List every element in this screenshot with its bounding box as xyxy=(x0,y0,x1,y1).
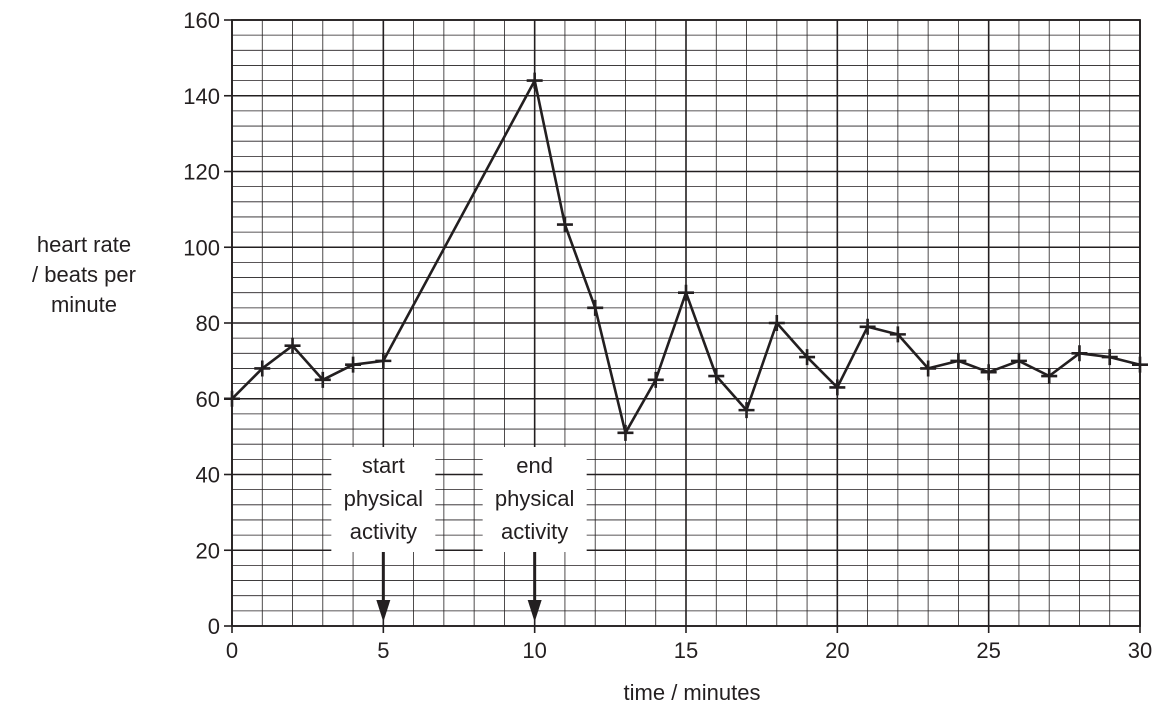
y-tick-label: 40 xyxy=(196,463,220,488)
data-point xyxy=(708,368,725,385)
x-tick-label: 10 xyxy=(522,638,546,663)
y-axis-label: heart rate / beats per minute xyxy=(0,230,168,320)
data-point xyxy=(980,364,997,381)
y-axis-label-line-2: / beats per xyxy=(32,262,136,287)
annotation-text: physical xyxy=(344,486,423,511)
data-point xyxy=(1071,345,1088,362)
data-point xyxy=(859,318,876,335)
data-point xyxy=(224,390,240,407)
data-point xyxy=(799,349,816,366)
data-point xyxy=(1041,368,1058,385)
y-tick-label: 60 xyxy=(196,387,220,412)
annotations: start physical activity end physical activity xyxy=(331,447,587,622)
y-tick-label: 120 xyxy=(183,160,220,185)
x-tick-label: 25 xyxy=(976,638,1000,663)
data-point xyxy=(1101,349,1118,366)
y-axis-label-line-3: minute xyxy=(50,292,118,317)
data-series xyxy=(224,72,1148,441)
data-point xyxy=(314,371,331,388)
x-tick-label: 15 xyxy=(674,638,698,663)
data-point xyxy=(617,424,634,441)
data-point xyxy=(829,379,846,396)
annotation-text: physical xyxy=(495,486,574,511)
data-point xyxy=(587,299,604,316)
data-point xyxy=(950,352,967,369)
data-point xyxy=(678,284,694,301)
x-tick-label: 0 xyxy=(226,638,238,663)
x-tick-label: 20 xyxy=(825,638,849,663)
annotation-arrow-head xyxy=(527,600,542,622)
x-axis-label: time / minutes xyxy=(623,680,761,705)
data-point xyxy=(889,326,906,343)
y-tick-label: 20 xyxy=(196,538,220,563)
y-tick-label: 160 xyxy=(183,8,220,33)
y-tick-label: 100 xyxy=(183,235,220,260)
data-point xyxy=(1132,356,1148,373)
x-tick-label: 30 xyxy=(1128,638,1152,663)
annotation-box xyxy=(331,447,436,552)
data-point xyxy=(920,360,937,377)
data-point xyxy=(768,315,785,331)
data-point xyxy=(556,216,573,233)
data-point xyxy=(345,356,362,373)
data-point xyxy=(647,371,664,388)
annotation-text: end xyxy=(516,453,553,478)
data-point xyxy=(254,360,271,377)
x-tick-label: 5 xyxy=(377,638,389,663)
annotation-arrow-head xyxy=(376,600,391,622)
y-axis-label-line-1: heart rate xyxy=(36,232,132,257)
annotation-text: activity xyxy=(350,519,417,544)
annotation-text: start xyxy=(362,453,405,478)
annotation-box xyxy=(482,447,587,552)
y-tick-label: 80 xyxy=(196,311,220,336)
data-point xyxy=(1010,352,1027,369)
data-point xyxy=(284,337,301,354)
tick-labels: 0 5 10 15 20 25 30 0 20 40 60 80 100 120 140 160 xyxy=(183,8,1152,663)
y-tick-label: 140 xyxy=(183,84,220,109)
data-point xyxy=(375,352,392,369)
data-point xyxy=(526,72,543,89)
data-point xyxy=(738,402,755,419)
annotation-text: activity xyxy=(501,519,568,544)
y-tick-label: 0 xyxy=(208,614,220,639)
